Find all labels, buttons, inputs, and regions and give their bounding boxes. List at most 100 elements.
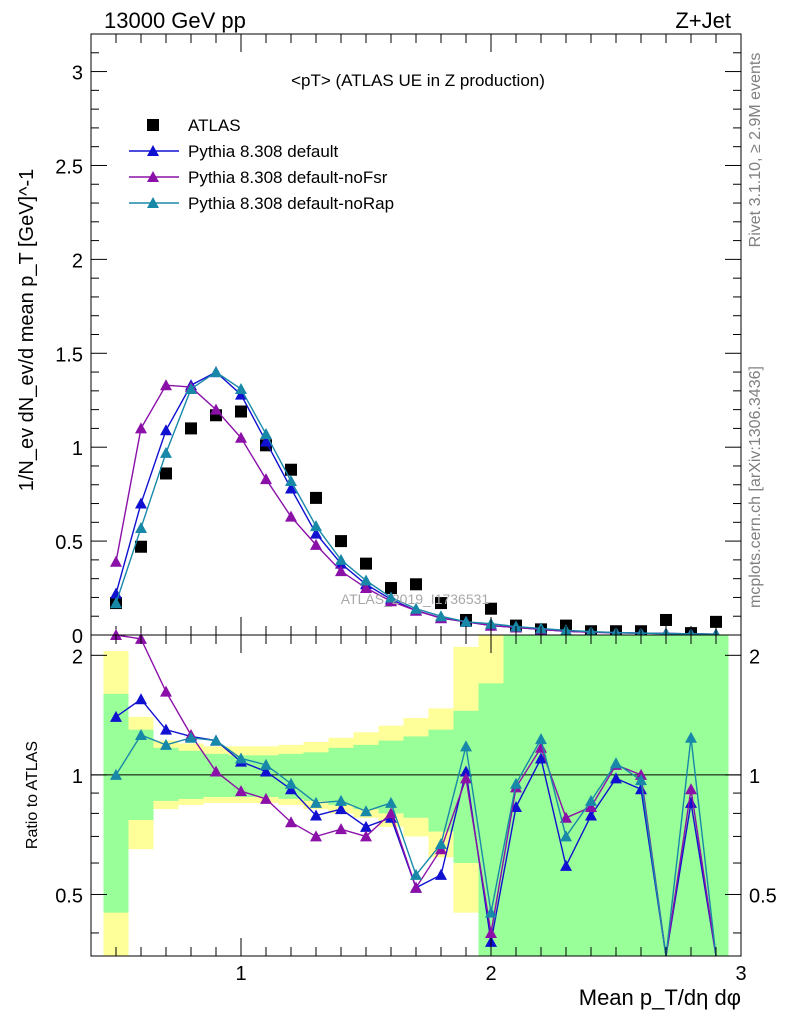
ratio-series-point [235, 785, 247, 797]
main-y-tick-label: 1.5 [55, 344, 83, 366]
ratio-series-point [110, 768, 122, 780]
ratio-inner-band [303, 752, 329, 801]
mc-series-point [110, 597, 122, 609]
ratio-series-point [585, 801, 597, 813]
ratio-inner-band [503, 635, 529, 956]
ratio-series-point [335, 794, 347, 806]
main-y-ticks: 0 0.5 1 1.5 2 2.5 3 [55, 33, 741, 648]
mc-series-point [310, 538, 322, 550]
legend-label: Pythia 8.308 default [188, 142, 339, 161]
ratio-y-tick-label: 0.5 [55, 885, 83, 907]
ratio-inner-band [428, 729, 454, 832]
ratio-y-tick-label: 1 [72, 766, 83, 788]
ratio-marks [110, 629, 717, 957]
mc-series-point [460, 615, 472, 627]
mc-series-point [410, 602, 422, 614]
ratio-inner-band [628, 635, 654, 956]
legend-marker [147, 197, 159, 208]
atlas-data-point [710, 615, 722, 628]
ratio-series-point [435, 837, 447, 849]
mc-series-point [135, 422, 147, 434]
main-y-tick-label: 0 [72, 626, 83, 648]
mc-series-point [260, 435, 272, 447]
ratio-series-point [485, 926, 497, 938]
legend-marker [147, 145, 159, 156]
mc-series-point [235, 382, 247, 394]
mc-series-point [285, 482, 297, 494]
ratio-series-point [410, 868, 422, 880]
main-y-axis-label: 1/N_ev dN_ev/d mean p_T [GeV]^-1 [16, 169, 38, 492]
ratio-series-point [310, 809, 322, 821]
ratio-x-tick-label: 3 [735, 963, 746, 985]
ratio-series-point [585, 809, 597, 821]
legend-marker-atlas [147, 119, 159, 131]
mc-series-point [235, 431, 247, 443]
ratio-series-point [385, 807, 397, 819]
ratio-series-point [310, 796, 322, 808]
atlas-data-point [335, 535, 347, 548]
mc-series-point [310, 527, 322, 539]
ratio-y-tick-label: 2 [72, 646, 83, 668]
atlas-data-point [160, 467, 172, 480]
ratio-series-point [110, 710, 122, 722]
header-right: Z+Jet [675, 8, 731, 33]
mc-series-point [160, 424, 172, 436]
mc-series-point [210, 366, 222, 378]
ratio-series-point [460, 765, 472, 777]
legend-marker [147, 171, 159, 182]
ratio-series-point [360, 820, 372, 832]
mc-series-point [185, 382, 197, 394]
ratio-series-point [185, 731, 197, 743]
ratio-series-point [685, 731, 697, 743]
mc-series-point [135, 497, 147, 509]
legend-label: Pythia 8.308 default-noRap [188, 194, 394, 213]
mc-series-point [435, 610, 447, 622]
atlas-data-point [185, 422, 197, 435]
ratio-series-point [135, 693, 147, 705]
ratio-series-point [160, 723, 172, 735]
main-x-ticks [115, 34, 742, 635]
ratio-series-point [385, 796, 397, 808]
rivet-label: Rivet 3.1.10, ≥ 2.9M events [747, 53, 764, 248]
mc-series-point [260, 473, 272, 485]
mc-series-point [160, 379, 172, 391]
atlas-data-point [660, 613, 672, 626]
ratio-series-point [135, 729, 147, 741]
ratio-series-point [160, 685, 172, 697]
ratio-series-point [285, 816, 297, 828]
ratio-y-axis-label: Ratio to ATLAS [24, 741, 41, 849]
ratio-series-point [410, 881, 422, 893]
ratio-inner-band [553, 635, 579, 956]
mc-series-point [235, 388, 247, 400]
ratio-series-point [285, 777, 297, 789]
mc-series-point [160, 446, 172, 458]
ratio-series-point [510, 777, 522, 789]
ratio-inner-band [453, 710, 479, 864]
atlas-data-point [485, 602, 497, 615]
ratio-series-point [560, 859, 572, 871]
mc-series-point [260, 428, 272, 440]
ratio-inner-band [103, 693, 129, 913]
legend-label: ATLAS [188, 116, 241, 135]
main-y-tick-label: 1 [72, 438, 83, 460]
main-y-tick-label: 0.5 [55, 532, 83, 554]
mc-series-point [335, 565, 347, 577]
main-plot: 0 0.5 1 1.5 2 2.5 3 <pT> (ATLAS UE in Z produc… [16, 33, 742, 648]
ratio-series-point [435, 868, 447, 880]
mc-series-point [210, 403, 222, 415]
ratio-series-point [260, 765, 272, 777]
ratio-series-point [535, 752, 547, 764]
atlas-data-point [310, 491, 322, 504]
ratio-y-tick-label-right: 2 [749, 646, 760, 668]
ratio-inner-band [353, 744, 379, 810]
ratio-series-point [160, 738, 172, 750]
ratio-x-ticks: 1 2 3 [115, 635, 747, 985]
ratio-series-point [210, 734, 222, 746]
ratio-series-point [560, 811, 572, 823]
ratio-series-point [210, 765, 222, 777]
ratio-series-point [610, 772, 622, 784]
ratio-inner-band [678, 635, 704, 956]
ratio-series-point [560, 830, 572, 842]
ratio-series-point [610, 757, 622, 769]
ratio-series-point [535, 733, 547, 745]
